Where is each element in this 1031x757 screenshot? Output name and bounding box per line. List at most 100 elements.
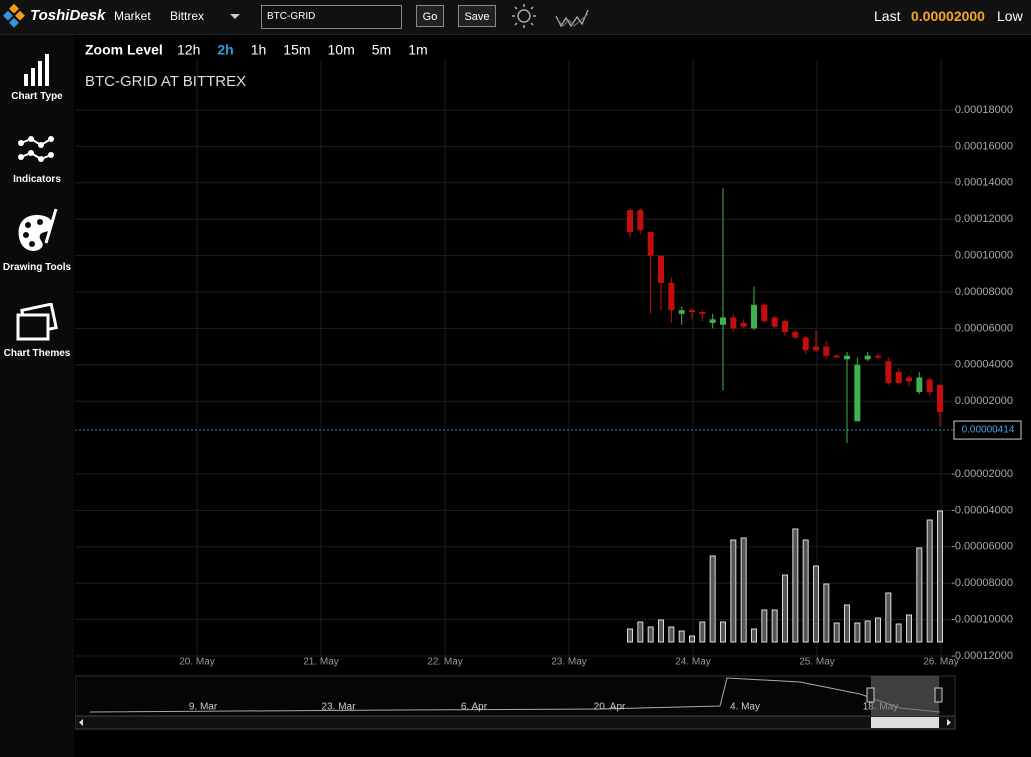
volume-bar [823, 583, 830, 643]
symbol-input[interactable]: BTC-GRID [261, 5, 402, 29]
y-tick-label: 0.00018000 [955, 104, 1013, 116]
x-tick-label: 26. May [923, 657, 959, 668]
volume-bar [895, 623, 902, 643]
zoom-option[interactable]: 12h [177, 42, 200, 58]
candle-body [782, 321, 788, 333]
volume-bar [864, 620, 871, 643]
volume-bar [699, 621, 706, 643]
volume-bar [751, 628, 757, 643]
chart-themes-icon [16, 302, 58, 341]
sidebar: Chart Type Indicators Drawing Tools Char… [0, 35, 74, 757]
candle-body [668, 282, 675, 311]
zoom-option[interactable]: 5m [372, 42, 391, 58]
volume-bar [730, 539, 737, 643]
candle-body [895, 372, 902, 383]
zoom-option[interactable]: 1h [251, 42, 267, 58]
volume-bar [854, 622, 861, 643]
candle-body [658, 255, 664, 283]
sidebar-label: Chart Type [11, 91, 63, 102]
candle-body [906, 377, 912, 382]
candle-body [885, 361, 892, 383]
candle-body [875, 355, 881, 358]
y-tick-label: 0.00006000 [955, 322, 1013, 334]
dropdown-arrow[interactable] [229, 13, 241, 21]
volume-bar [802, 539, 809, 643]
go-button[interactable]: Go [416, 5, 444, 27]
candle-body [720, 317, 726, 325]
last-value: 0.00002000 [911, 8, 985, 24]
chart-type-icon [24, 54, 49, 86]
candle-body [740, 322, 747, 327]
candle-body [937, 384, 943, 413]
x-tick-label: 25. May [799, 657, 835, 668]
x-tick-label: 21. May [303, 657, 339, 668]
market-label: Market [114, 9, 151, 23]
chart-type-button[interactable]: Chart Type [0, 52, 74, 102]
chart-background [75, 35, 1031, 757]
zoom-label: Zoom Level [85, 42, 163, 58]
volume-bar [678, 630, 685, 643]
candle-body [678, 310, 685, 314]
indicators-button[interactable]: Indicators [0, 135, 74, 185]
candle-body [709, 319, 716, 323]
candle-body [699, 312, 706, 314]
navigator-label: 23. Mar [322, 702, 357, 713]
volume-bar [720, 621, 726, 643]
indicators-icon [18, 136, 54, 162]
header: ToshiDesk Market Bittrex BTC-GRID Go Sav… [0, 0, 1031, 35]
volume-bar [761, 609, 768, 643]
volume-bar [937, 510, 943, 643]
y-tick-label: -0.00008000 [951, 577, 1013, 589]
chart-title: BTC-GRID AT BITTREX [85, 73, 246, 90]
candle-body [771, 317, 778, 327]
y-tick-label: 0.00004000 [955, 359, 1013, 371]
volume-bar [627, 628, 633, 643]
candle-body [844, 355, 850, 360]
zoom-option[interactable]: 15m [283, 42, 310, 58]
volume-bar [658, 619, 664, 643]
navigator-handle[interactable] [866, 687, 875, 703]
volume-bar [668, 626, 675, 643]
theme-toggle[interactable] [511, 3, 537, 29]
volume-bar [647, 626, 654, 643]
y-tick-label: -0.00002000 [951, 468, 1013, 480]
x-tick-label: 24. May [675, 657, 711, 668]
y-tick-label: -0.00012000 [951, 650, 1013, 662]
candle-body [926, 379, 933, 393]
volume-bar [875, 617, 881, 643]
sidebar-label: Drawing Tools [2, 262, 72, 273]
x-tick-label: 22. May [427, 657, 463, 668]
candle-body [637, 210, 644, 231]
navigator-window[interactable] [871, 676, 939, 716]
save-button[interactable]: Save [458, 5, 496, 27]
drawing-tools-button[interactable]: Drawing Tools [0, 207, 74, 273]
logo-icon [3, 3, 25, 28]
volume-bar [885, 592, 892, 643]
volume-bar [782, 574, 788, 643]
zoom-option[interactable]: 10m [328, 42, 355, 58]
drawing-tools-icon [18, 208, 58, 251]
logo: ToshiDesk [30, 7, 106, 24]
chart-themes-button[interactable]: Chart Themes [0, 302, 74, 359]
candle-body [802, 337, 809, 351]
exchange-select[interactable]: Bittrex [170, 9, 205, 23]
x-tick-label: 23. May [551, 657, 587, 668]
navigator-handle[interactable] [934, 687, 943, 703]
y-tick-label: -0.00010000 [951, 614, 1013, 626]
candle-body [854, 364, 861, 422]
candle-body [916, 377, 923, 393]
indicator-toggle[interactable] [555, 8, 589, 28]
navigator-label: 4. May [730, 702, 760, 713]
volume-bar [916, 547, 923, 643]
navigator-label: 9. Mar [189, 702, 218, 713]
volume-bar [792, 528, 799, 643]
y-tick-label: 0.00014000 [955, 177, 1013, 189]
sidebar-label: Chart Themes [3, 348, 71, 359]
zoom-option[interactable]: 1m [408, 42, 427, 58]
zoom-option[interactable]: 2h [217, 42, 233, 58]
price-label-box [953, 420, 1022, 440]
scrollbar-thumb[interactable] [871, 717, 939, 728]
candle-body [823, 346, 830, 356]
candle-body [813, 346, 819, 351]
